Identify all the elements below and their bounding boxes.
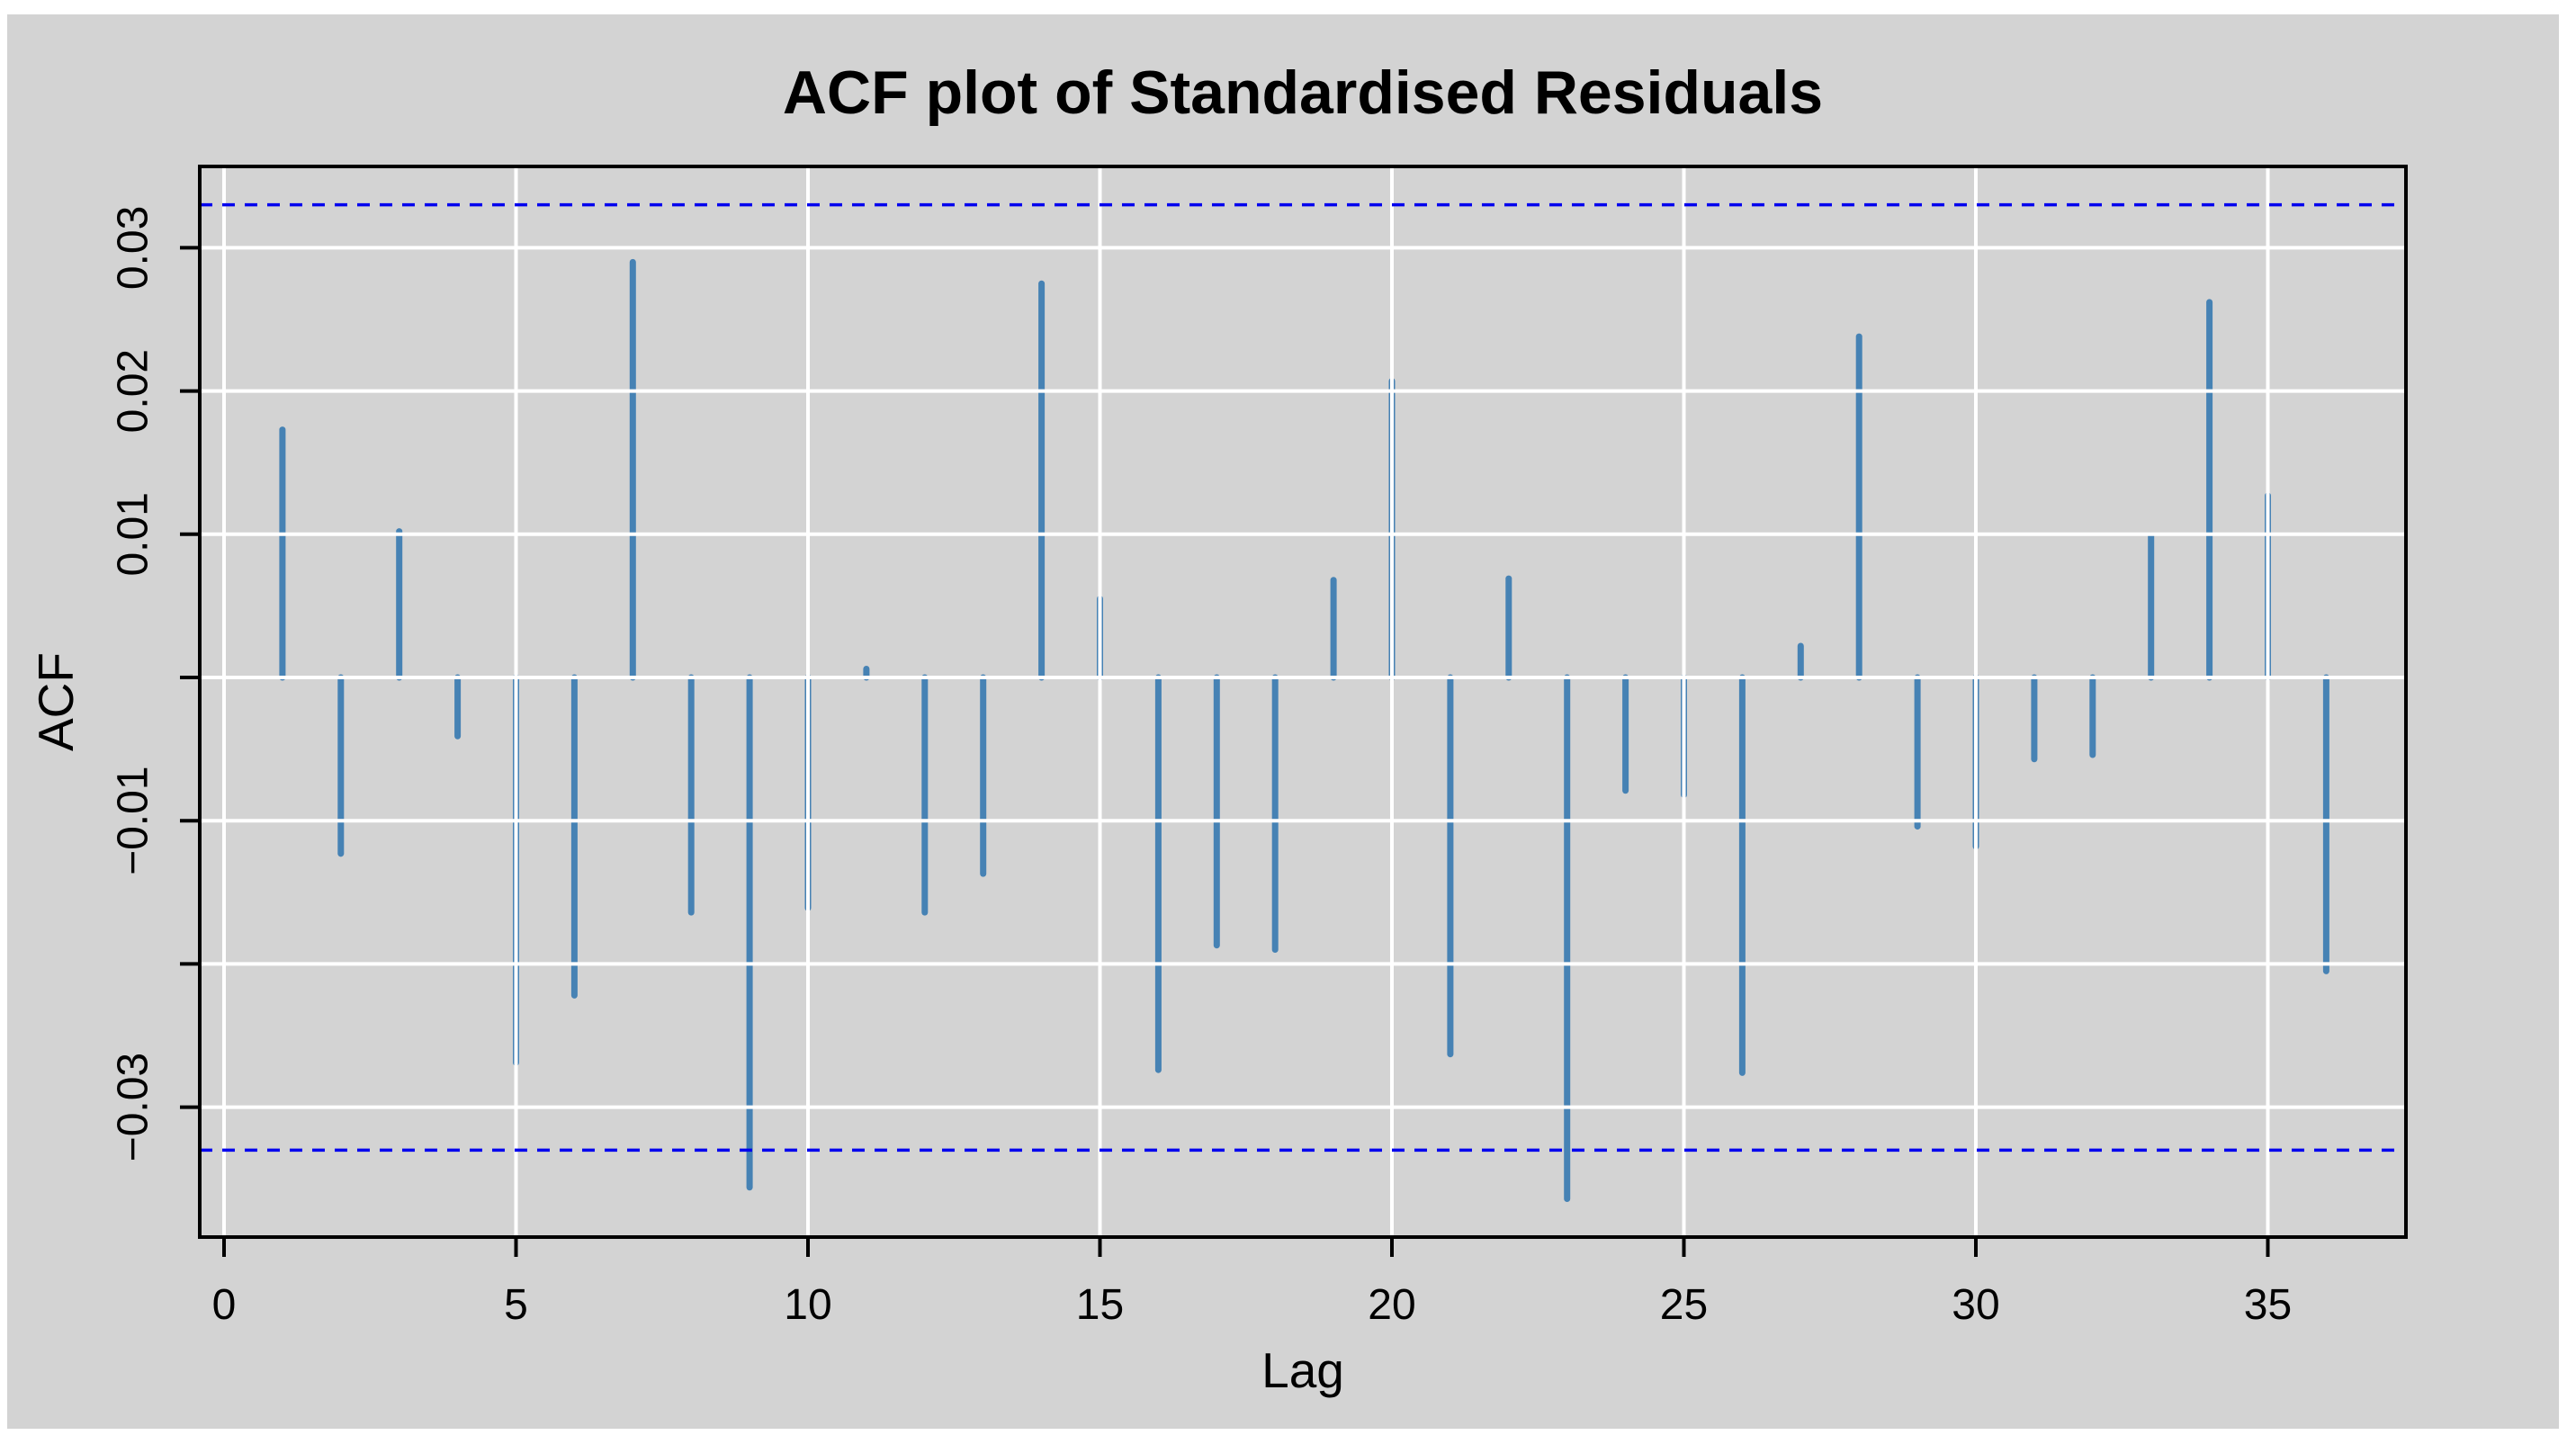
- y-tick-label: 0.02: [110, 349, 157, 433]
- x-tick-label: 5: [504, 1281, 528, 1329]
- figure-background: [7, 14, 2559, 1429]
- plot-border: [198, 165, 2408, 1239]
- y-tick-label: 0.01: [110, 492, 157, 576]
- confidence-lines-layer: [200, 202, 2406, 1153]
- x-tick-label: 0: [212, 1281, 237, 1329]
- x-tick-label: 30: [1952, 1281, 1999, 1329]
- x-tick-label: 15: [1076, 1281, 1124, 1329]
- x-tick-label: 35: [2244, 1281, 2292, 1329]
- x-tick-label: 20: [1368, 1281, 1415, 1329]
- chart-title: ACF plot of Standardised Residuals: [783, 58, 1823, 127]
- y-tick-label: 0.03: [110, 206, 157, 290]
- x-tick-label: 10: [784, 1281, 831, 1329]
- y-axis-title: ACF: [28, 652, 84, 751]
- y-tick-label: −0.03: [110, 1053, 157, 1162]
- axes-frame-layer: [180, 165, 2408, 1257]
- grid-layer: [200, 166, 2406, 1237]
- x-axis-title: Lag: [1261, 1342, 1344, 1398]
- y-tick-label: −0.01: [110, 766, 157, 874]
- tick-label-layer: 0 5 10 15 20 25 30 35 0.03 0.02 0.01 −0.01 −0.03: [110, 206, 2293, 1329]
- x-tick-label: 25: [1660, 1281, 1708, 1329]
